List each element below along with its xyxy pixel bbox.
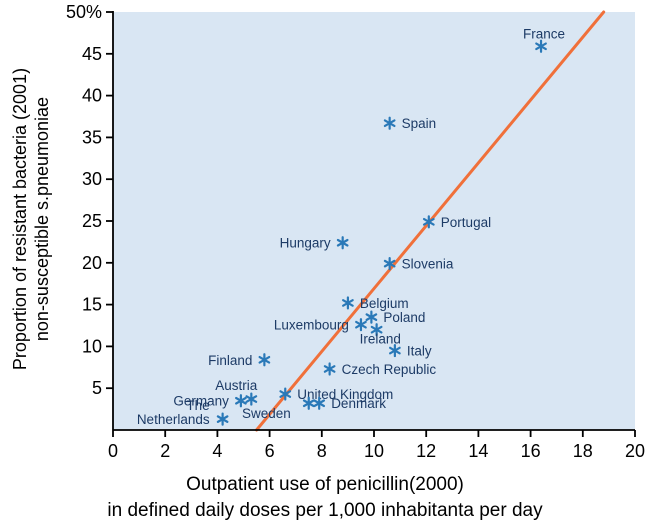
country-label: Germany — [173, 394, 229, 409]
x-tick-label: 0 — [108, 441, 118, 461]
point-marker-icon — [336, 238, 349, 247]
data-point-germany: Germany — [173, 394, 247, 409]
point-marker-icon — [313, 399, 326, 408]
data-point-sweden: Sweden — [242, 396, 315, 421]
data-point-france: France — [523, 26, 565, 53]
point-marker-icon — [258, 355, 271, 364]
data-point-spain: Spain — [383, 116, 437, 131]
country-label: Ireland — [360, 332, 401, 347]
country-label: Spain — [402, 116, 437, 131]
y-axis-title: Proportion of resistant bacteria (2001) … — [9, 1, 55, 437]
y-axis-top-label: 50% — [66, 2, 102, 22]
data-point-belgium: Belgium — [342, 296, 409, 311]
y-tick-label: 25 — [82, 211, 102, 231]
country-label: Sweden — [242, 406, 291, 421]
point-marker-icon — [302, 399, 315, 408]
y-tick-label: 40 — [82, 86, 102, 106]
y-axis-title-line1: Proportion of resistant bacteria (2001) — [10, 67, 30, 371]
point-marker-icon — [383, 119, 396, 128]
point-marker-icon — [383, 259, 396, 268]
x-tick-label: 10 — [364, 441, 384, 461]
x-tick-label: 14 — [468, 441, 488, 461]
data-point-hungary: Hungary — [280, 236, 349, 251]
y-tick-label: 5 — [92, 378, 102, 398]
data-point-czech-republic: Czech Republic — [323, 362, 437, 377]
data-point-finland: Finland — [208, 353, 271, 368]
x-axis-title-line1: Outpatient use of penicillin(2000) — [186, 474, 464, 495]
point-marker-icon — [279, 390, 292, 398]
x-tick-label: 4 — [212, 441, 222, 461]
point-marker-icon — [235, 396, 247, 405]
data-point-poland: Poland — [365, 310, 425, 325]
data-point-italy: Italy — [389, 344, 432, 359]
country-label: Czech Republic — [342, 362, 437, 377]
data-point-united-kingdom: United Kingdom — [279, 387, 393, 402]
country-label: The Netherlands — [137, 398, 210, 427]
point-marker-icon — [355, 320, 367, 329]
data-point-austria: Austria — [215, 378, 258, 406]
point-marker-icon — [245, 395, 258, 403]
country-label: United Kingdom — [297, 387, 393, 402]
data-point-the-netherlands: The Netherlands — [137, 398, 229, 427]
point-marker-icon — [389, 346, 401, 355]
y-tick-label: 20 — [82, 253, 102, 273]
x-tick-label: 6 — [265, 441, 275, 461]
data-point-ireland: Ireland — [360, 323, 401, 347]
data-point-slovenia: Slovenia — [383, 257, 454, 272]
x-tick-label: 18 — [573, 441, 593, 461]
country-label: Belgium — [360, 296, 409, 311]
country-label: Italy — [407, 344, 432, 359]
country-label: Austria — [215, 378, 258, 393]
point-marker-icon — [342, 299, 354, 307]
country-label: Finland — [208, 353, 252, 368]
point-marker-icon — [535, 42, 547, 51]
y-tick-label: 15 — [82, 295, 102, 315]
data-point-denmark: Denmark — [313, 396, 386, 411]
x-tick-label: 12 — [416, 441, 436, 461]
data-point-luxembourg: Luxembourg — [274, 318, 367, 333]
point-marker-icon — [422, 217, 435, 226]
x-tick-label: 16 — [521, 441, 541, 461]
x-tick-label: 20 — [625, 441, 645, 461]
y-axis-title-line2: non-susceptible s.pneumoniae — [32, 96, 52, 342]
country-label: Portugal — [441, 215, 491, 230]
point-marker-icon — [323, 365, 336, 373]
y-tick-label: 30 — [82, 169, 102, 189]
y-tick-label: 45 — [82, 44, 102, 64]
x-tick-label: 8 — [317, 441, 327, 461]
country-label: Hungary — [280, 236, 331, 251]
country-label: Denmark — [331, 396, 386, 411]
point-marker-icon — [365, 313, 378, 321]
point-marker-icon — [370, 325, 383, 334]
country-label: Luxembourg — [274, 318, 349, 333]
plot-area — [113, 12, 635, 430]
point-marker-icon — [216, 415, 229, 423]
country-label: France — [523, 26, 565, 41]
country-label: Poland — [383, 310, 425, 325]
y-tick-label: 35 — [82, 127, 102, 147]
x-axis-title-line2: in defined daily doses per 1,000 inhabit… — [107, 500, 543, 521]
data-point-portugal: Portugal — [422, 215, 491, 230]
country-label: Slovenia — [402, 257, 454, 272]
x-tick-label: 2 — [160, 441, 170, 461]
y-tick-label: 10 — [82, 336, 102, 356]
